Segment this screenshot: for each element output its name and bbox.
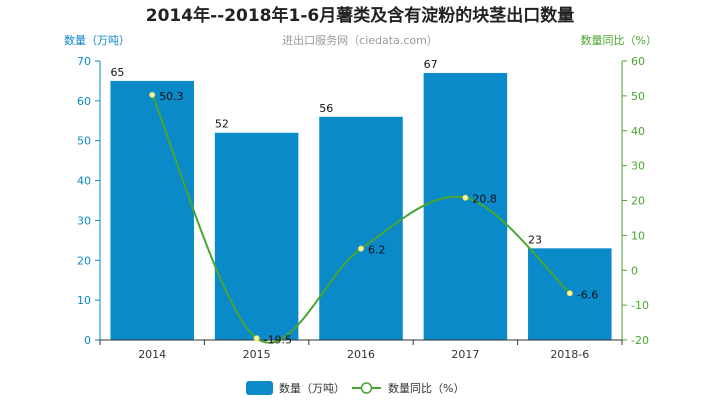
plot-area: 0 10 20 30 40 50 60 70 -20 -10 0 10 20 30 40 50 60 2014 20… <box>77 55 649 361</box>
line-point <box>253 335 260 342</box>
y-tick-label-right: 20 <box>631 195 645 208</box>
bar-data-label: 52 <box>215 118 229 131</box>
y-tick-label-left: 10 <box>77 294 91 307</box>
bar-data-label: 23 <box>528 233 542 246</box>
line-data-label: 50.3 <box>159 90 184 103</box>
y-tick-label-left: 50 <box>77 135 91 148</box>
legend-swatch-marker <box>360 382 373 394</box>
bar-data-label: 56 <box>319 102 333 115</box>
line-data-label: -19.5 <box>264 333 292 346</box>
legend-label-line: 数量同比（%） <box>388 382 464 395</box>
series-line <box>151 94 571 344</box>
y-tick-label-right: -10 <box>631 299 649 312</box>
y-tick-label-right: 0 <box>631 264 638 277</box>
bar <box>423 72 508 340</box>
chart-subtitle: 进出口服务网（ciedata.com） <box>282 33 438 47</box>
legend-swatch-bar <box>246 381 273 395</box>
y-tick-label-left: 20 <box>77 254 91 267</box>
y-tick-label-right: 10 <box>631 229 645 242</box>
x-tick-label: 2016 <box>347 348 375 361</box>
y-tick-label-left: 0 <box>84 334 91 347</box>
y-tick-label-left: 40 <box>77 175 91 188</box>
y-tick-label-right: -20 <box>631 334 649 347</box>
y-tick-label-left: 70 <box>77 55 91 68</box>
chart-title: 2014年--2018年1-6月薯类及含有淀粉的块茎出口数量 <box>146 5 574 26</box>
x-tick-label: 2017 <box>451 348 479 361</box>
bar-data-label: 65 <box>110 66 124 79</box>
y-tick-label-right: 50 <box>631 90 645 103</box>
line-point <box>566 290 573 297</box>
y-tick-label-right: 40 <box>631 125 645 138</box>
line-point <box>358 245 364 252</box>
line-data-label: -6.6 <box>577 288 598 301</box>
x-tick-label: 2015 <box>243 348 271 361</box>
y-axis-label-right: 数量同比（%） <box>581 34 657 47</box>
line-point <box>462 194 469 201</box>
legend-label-bar: 数量（万吨） <box>279 382 345 395</box>
line-data-label: 6.2 <box>368 244 386 257</box>
y-tick-label-right: 60 <box>631 55 645 68</box>
line-data-label: 20.8 <box>472 193 497 206</box>
line-point <box>149 91 156 98</box>
y-tick-label-left: 60 <box>77 95 91 108</box>
bar-data-label: 67 <box>424 58 438 71</box>
legend: 数量（万吨） 数量同比（%） <box>246 381 464 395</box>
bar <box>214 132 299 340</box>
y-axis-label-left: 数量（万吨） <box>64 34 130 47</box>
y-tick-label-right: 30 <box>631 160 645 173</box>
y-tick-label-left: 30 <box>77 214 91 227</box>
bar <box>110 80 194 340</box>
x-tick-label: 2014 <box>138 348 166 361</box>
x-tick-label: 2018-6 <box>550 348 589 361</box>
